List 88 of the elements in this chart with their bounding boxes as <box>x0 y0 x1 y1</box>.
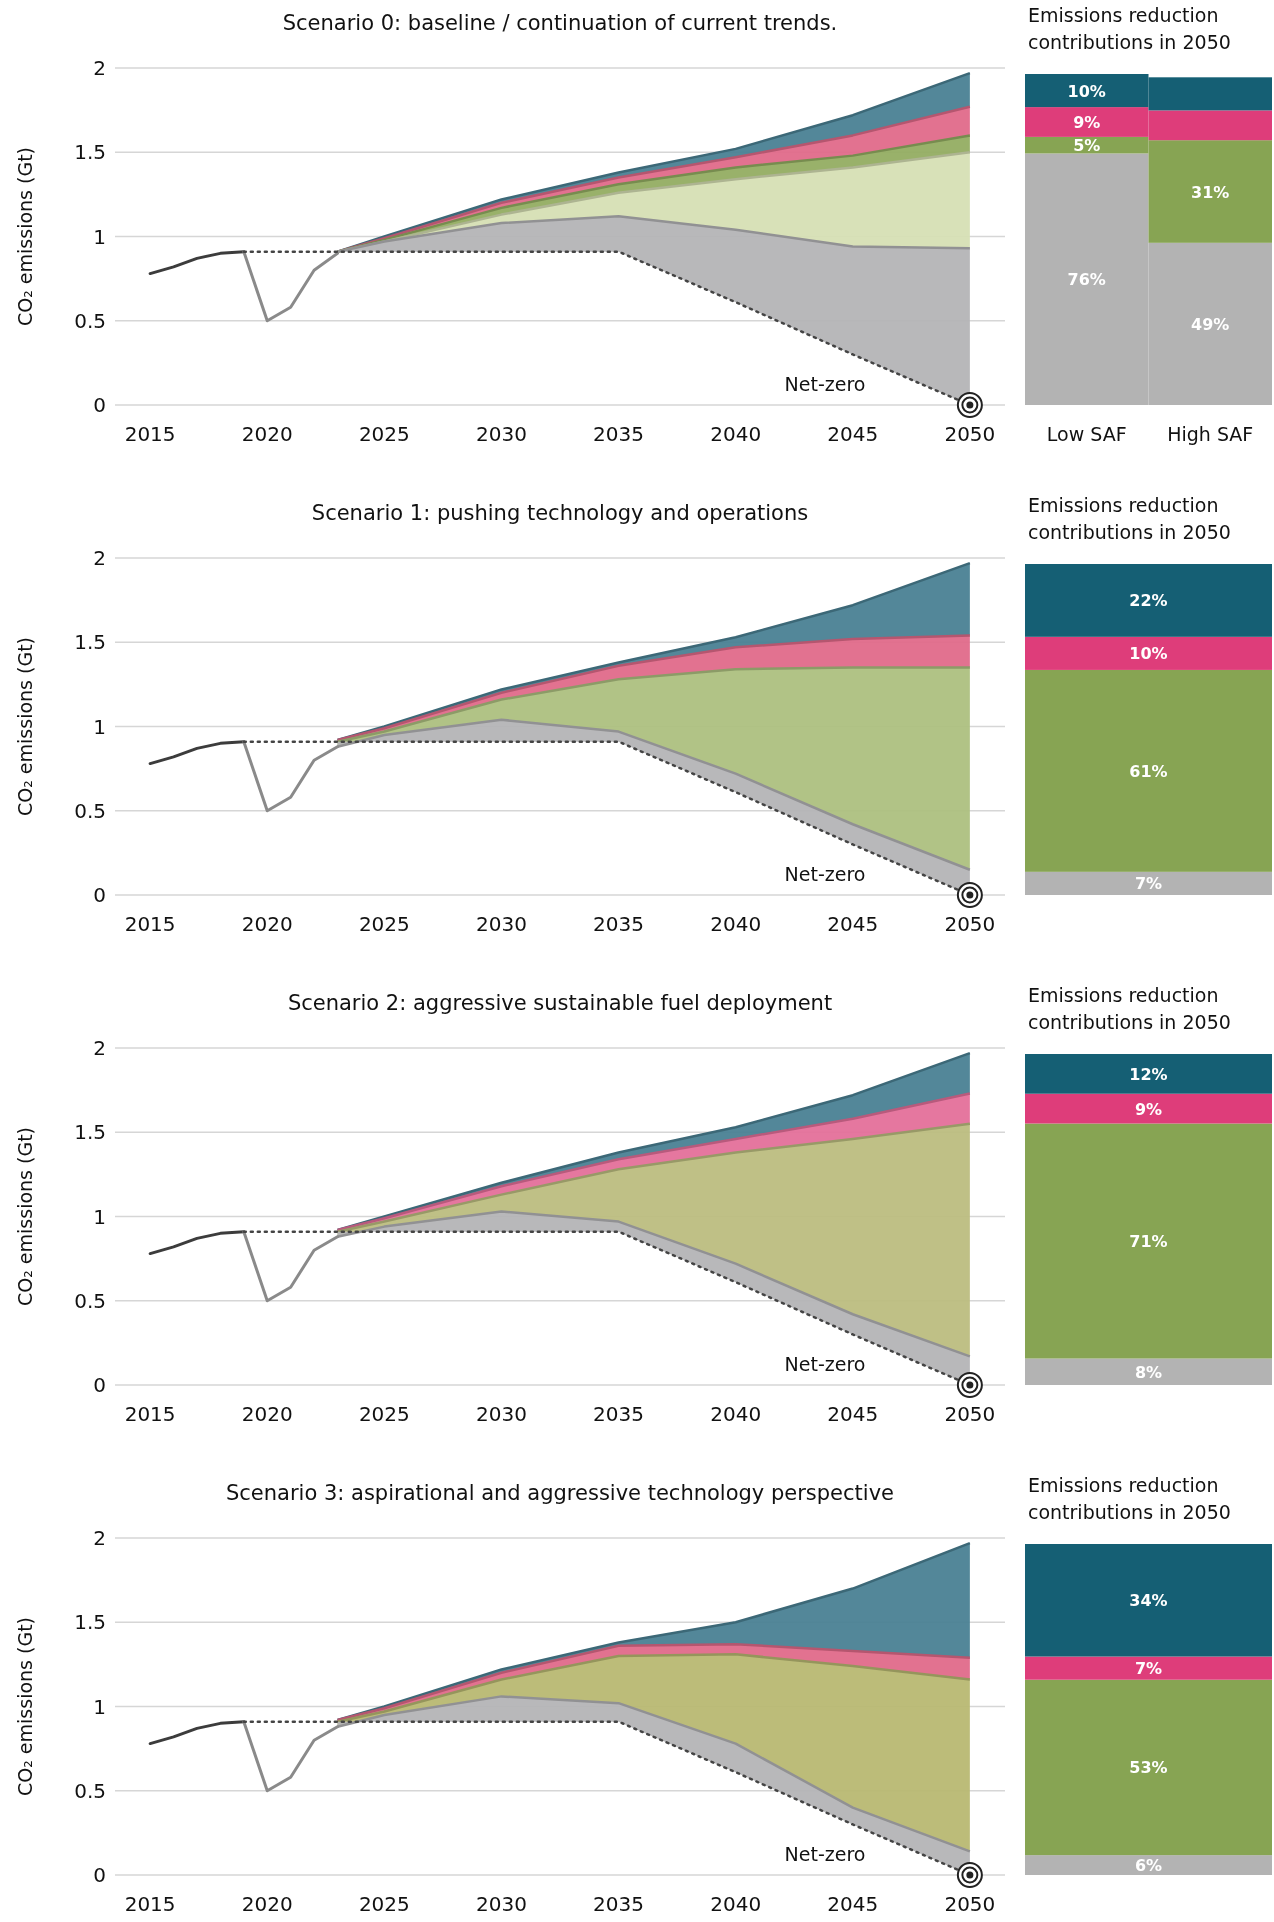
y-tick-label: 2 <box>93 546 106 570</box>
data-label: 49% <box>1191 314 1230 334</box>
data-label: 71% <box>1129 1232 1168 1252</box>
x-tick-label: 2040 <box>710 1892 762 1916</box>
chart-title: Scenario 1: pushing technology and operations <box>311 501 809 525</box>
chart-title: Emissions reduction contributions in 2050 <box>1028 494 1231 543</box>
chart-title: Emissions reduction contributions in 2050 <box>1028 984 1231 1033</box>
annotation: Net-zero <box>784 863 866 885</box>
x-tick-label: 2045 <box>827 912 879 936</box>
y-tick-label: 1.5 <box>74 1120 106 1145</box>
chart-title: Scenario 2: aggressive sustainable fuel deployment <box>287 991 833 1015</box>
x-tick-label: 2040 <box>710 912 762 936</box>
y-tick-label: 2 <box>93 1036 106 1060</box>
x-tick-label: 2050 <box>944 912 996 936</box>
data-label: 9% <box>1073 113 1101 132</box>
data-label: 6% <box>1134 1856 1163 1876</box>
x-tick-label: 2040 <box>710 1402 762 1426</box>
x-tick-label: 2045 <box>827 1402 879 1426</box>
x-tick-label: 2035 <box>593 422 645 446</box>
x-tick-label: High SAF <box>1167 423 1254 445</box>
x-tick-label: 2045 <box>827 1892 879 1916</box>
x-tick-label: 2015 <box>124 422 176 446</box>
x-tick-label: 2040 <box>710 422 762 446</box>
annotation: Net-zero <box>784 1353 866 1375</box>
data-label: 10% <box>1129 644 1168 664</box>
data-label: 7% <box>1134 874 1163 894</box>
x-tick-label: 2045 <box>827 422 879 446</box>
y-tick-label: 0 <box>93 883 106 907</box>
x-tick-label: 2025 <box>358 1402 410 1426</box>
y-tick-label: 2 <box>93 1526 106 1550</box>
y-axis-title: CO₂ emissions (Gt) <box>14 146 36 327</box>
chart-title: Scenario 3: aspirational and aggressive technology perspective <box>225 1481 895 1505</box>
data-label: 22% <box>1129 591 1168 611</box>
y-tick-label: 0.5 <box>74 308 106 333</box>
y-tick-label: 0.5 <box>74 1778 106 1803</box>
x-tick-label: 2035 <box>593 1402 645 1426</box>
y-axis-title: CO₂ emissions (Gt) <box>14 1616 36 1797</box>
y-tick-label: 0.5 <box>74 798 106 823</box>
data-label: 53% <box>1129 1758 1168 1778</box>
x-tick-label: 2030 <box>475 422 527 446</box>
data-label: 76% <box>1067 270 1106 290</box>
x-tick-label: 2015 <box>124 1402 176 1426</box>
x-tick-label: 2035 <box>593 1892 645 1916</box>
x-tick-label: 2020 <box>241 422 293 446</box>
y-tick-label: 1 <box>93 714 106 739</box>
y-axis-title: CO₂ emissions (Gt) <box>14 636 36 817</box>
data-label: 34% <box>1129 1591 1168 1611</box>
chart-title: Scenario 0: baseline / continuation of current trends. <box>282 11 838 35</box>
data-label: 31% <box>1191 182 1230 202</box>
x-tick-label: 2050 <box>944 1892 996 1916</box>
y-tick-label: 1.5 <box>74 1610 106 1635</box>
x-tick-label: Low SAF <box>1046 423 1127 445</box>
y-tick-label: 0 <box>93 1863 106 1887</box>
x-tick-label: 2035 <box>593 912 645 936</box>
x-tick-label: 2020 <box>241 912 293 936</box>
y-tick-label: 1 <box>93 224 106 249</box>
x-tick-label: 2025 <box>358 912 410 936</box>
data-label: 10% <box>1067 81 1106 101</box>
y-tick-label: 0 <box>93 393 106 417</box>
x-tick-label: 2020 <box>241 1892 293 1916</box>
y-axis-title: CO₂ emissions (Gt) <box>14 1126 36 1307</box>
x-tick-label: 2015 <box>124 912 176 936</box>
x-tick-label: 2015 <box>124 1892 176 1916</box>
data-label: 8% <box>1134 1362 1163 1382</box>
x-tick-label: 2030 <box>475 1402 527 1426</box>
y-tick-label: 0 <box>93 1373 106 1397</box>
x-tick-label: 2020 <box>241 1402 293 1426</box>
annotation: Net-zero <box>784 373 866 395</box>
y-tick-label: 1.5 <box>74 630 106 655</box>
chart-title: Emissions reduction contributions in 2050 <box>1028 1474 1231 1523</box>
data-label: 12% <box>1129 1064 1168 1084</box>
x-tick-label: 2030 <box>475 912 527 936</box>
x-tick-label: 2025 <box>358 1892 410 1916</box>
x-tick-label: 2050 <box>944 1402 996 1426</box>
data-label: 9% <box>1134 1099 1163 1119</box>
data-label: 5% <box>1073 136 1101 156</box>
data-label: 61% <box>1129 761 1168 781</box>
x-tick-label: 2025 <box>358 422 410 446</box>
y-tick-label: 1.5 <box>74 140 106 165</box>
data-label: 7% <box>1134 1659 1163 1679</box>
x-tick-label: 2030 <box>475 1892 527 1916</box>
y-tick-label: 0.5 <box>74 1288 106 1313</box>
y-tick-label: 1 <box>93 1694 106 1719</box>
y-tick-label: 1 <box>93 1204 106 1229</box>
x-tick-label: 2050 <box>944 422 996 446</box>
y-tick-label: 2 <box>93 56 106 80</box>
chart-title: Emissions reduction contributions in 2050 <box>1028 4 1231 53</box>
annotation: Net-zero <box>784 1843 866 1865</box>
